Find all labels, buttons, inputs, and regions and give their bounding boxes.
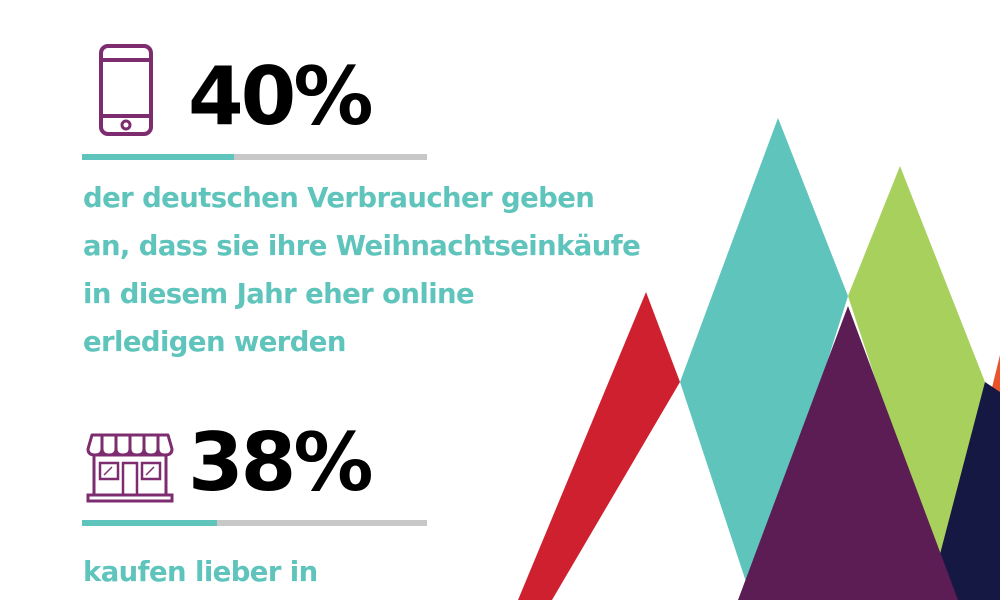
stat-divider-in-store — [82, 520, 427, 526]
stat-divider-online — [82, 154, 427, 160]
red-mountain — [518, 292, 680, 600]
smartphone-icon — [99, 44, 153, 136]
purple-mountain — [738, 306, 958, 600]
green-mountain — [848, 166, 985, 600]
storefront-icon — [86, 433, 174, 503]
stat-value-in-store: 38% — [188, 416, 373, 509]
description-line: kaufen lieber in — [83, 556, 318, 588]
stat-divider-accent — [82, 520, 217, 526]
stat-divider-accent — [82, 154, 234, 160]
description-line: der deutschen Verbraucher geben — [83, 182, 595, 214]
stat-value-online: 40% — [188, 50, 373, 143]
stat-description-in-store: kaufen lieber in — [83, 548, 318, 596]
teal-mountain — [680, 118, 848, 600]
stat-description-online: der deutschen Verbraucher geben an, dass… — [83, 174, 641, 366]
description-line: an, dass sie ihre Weihnachtseinkäufe — [83, 230, 641, 262]
description-line: in diesem Jahr eher online — [83, 278, 475, 310]
navy-mountain — [928, 382, 1000, 600]
description-line: erledigen werden — [83, 326, 346, 358]
